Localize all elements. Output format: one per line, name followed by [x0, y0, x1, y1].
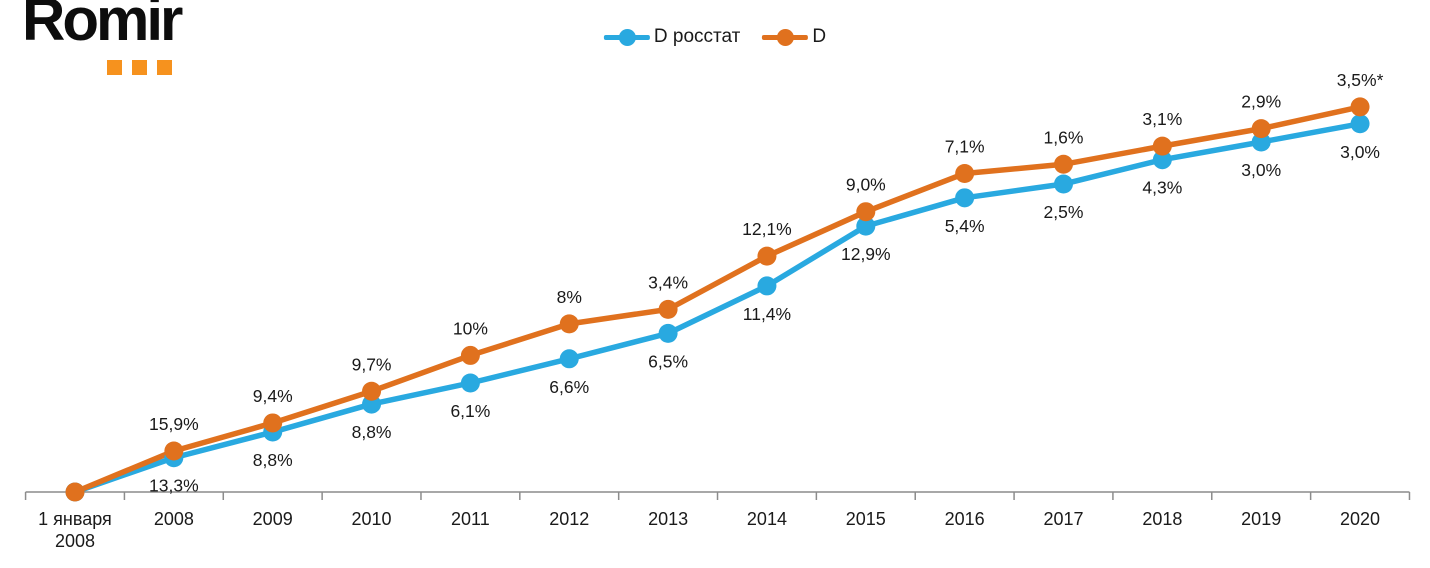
romir-logo-squares-icon [107, 60, 172, 75]
data-point [263, 413, 283, 433]
legend-dot [777, 29, 795, 46]
data-label: 7,1% [945, 136, 985, 156]
data-point [1152, 150, 1172, 170]
series-line-d [72, 104, 1363, 495]
x-axis-label: 2010 [352, 509, 392, 529]
data-point [65, 482, 85, 502]
x-axis-label: 2019 [1241, 509, 1281, 529]
data-label: 9,0% [846, 175, 886, 195]
data-point [757, 246, 777, 266]
data-label: 2,5% [1044, 202, 1084, 222]
data-point [757, 276, 777, 296]
data-point [1054, 174, 1073, 194]
x-axis-label: 1 января [38, 509, 112, 529]
data-label: 8,8% [253, 450, 293, 470]
x-axis-label: 2014 [747, 509, 787, 529]
data-label: 9,4% [253, 386, 293, 406]
data-point [856, 216, 876, 236]
data-point [559, 314, 579, 334]
data-point [460, 373, 480, 393]
data-label: 5,4% [945, 216, 985, 236]
legend-label: D росстат [653, 26, 741, 47]
x-axis-label: 2020 [1340, 509, 1380, 529]
logo-square-icon [132, 60, 147, 75]
data-point [1350, 97, 1370, 117]
data-label: 13,3% [149, 476, 199, 496]
logo-square-icon [157, 60, 172, 75]
legend-dot [618, 29, 636, 46]
legend-line-dot-icon [762, 26, 809, 48]
series-line-rosstat [72, 121, 1363, 495]
data-point [164, 441, 184, 461]
legend-label: D [812, 26, 827, 47]
romir-logo: Romir [22, 0, 183, 75]
data-label: 6,6% [549, 377, 589, 397]
data-point [955, 163, 975, 183]
x-axis-label: 2008 [55, 531, 95, 551]
x-axis-label: 2008 [154, 509, 194, 529]
legend-line-dot-icon [603, 26, 650, 48]
data-point [1350, 114, 1370, 134]
x-axis-label: 2009 [253, 509, 293, 529]
data-point [362, 381, 382, 401]
data-label: 2,9% [1241, 92, 1281, 112]
data-label: 3,5%* [1337, 70, 1384, 90]
data-label: 15,9% [149, 414, 199, 434]
data-point [955, 188, 975, 208]
data-label: 9,7% [352, 354, 392, 374]
data-label: 10% [453, 318, 488, 338]
data-label: 3,0% [1340, 142, 1380, 162]
data-point [460, 345, 480, 365]
x-axis-label: 2011 [451, 509, 490, 529]
data-label: 6,1% [450, 401, 490, 421]
data-point [559, 349, 579, 369]
data-label: 11,4% [743, 304, 791, 324]
data-label: 6,5% [648, 351, 688, 371]
legend: D росстат D [603, 26, 826, 48]
data-label: 8,8% [352, 422, 392, 442]
legend-item-rosstat: D росстат [603, 26, 741, 48]
data-point [856, 202, 876, 222]
x-axis-label: 2015 [846, 509, 886, 529]
data-label: 12,1% [742, 219, 792, 239]
x-axis-label: 2018 [1142, 509, 1182, 529]
x-axis-label: 2012 [549, 509, 589, 529]
x-axis-label: 2016 [945, 509, 985, 529]
logo-square-icon [107, 60, 122, 75]
data-point [1251, 132, 1271, 152]
data-point [658, 323, 678, 343]
data-point [1251, 119, 1271, 139]
data-label: 1,6% [1044, 127, 1084, 147]
data-point [1152, 136, 1172, 156]
data-label: 4,3% [1142, 178, 1182, 198]
data-label: 12,9% [841, 244, 891, 264]
x-axis-label: 2017 [1043, 509, 1083, 529]
romir-logo-text: Romir [22, 0, 183, 53]
data-label: 8% [557, 287, 582, 307]
data-label: 3,0% [1241, 160, 1281, 180]
data-point [1054, 154, 1073, 174]
legend-item-d: D [762, 26, 826, 48]
x-axis-label: 2013 [648, 509, 688, 529]
data-point [658, 299, 678, 319]
data-label: 3,4% [648, 272, 688, 292]
data-label: 3,1% [1142, 109, 1182, 129]
